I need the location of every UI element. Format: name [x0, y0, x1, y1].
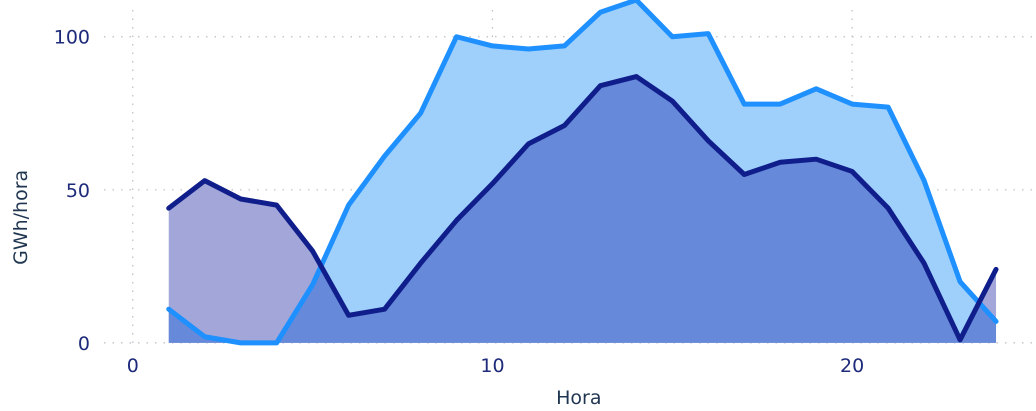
plot-areas — [169, 0, 996, 343]
y-tick-label: 100 — [54, 27, 90, 49]
x-tick-label: 10 — [480, 355, 504, 377]
x-axis-title: Hora — [556, 387, 601, 409]
y-tick-label: 0 — [78, 333, 90, 355]
y-tick-label: 50 — [66, 180, 90, 202]
x-tick-label: 0 — [127, 355, 139, 377]
x-tick-label: 20 — [840, 355, 864, 377]
y-axis-title: GWh/hora — [10, 170, 32, 265]
